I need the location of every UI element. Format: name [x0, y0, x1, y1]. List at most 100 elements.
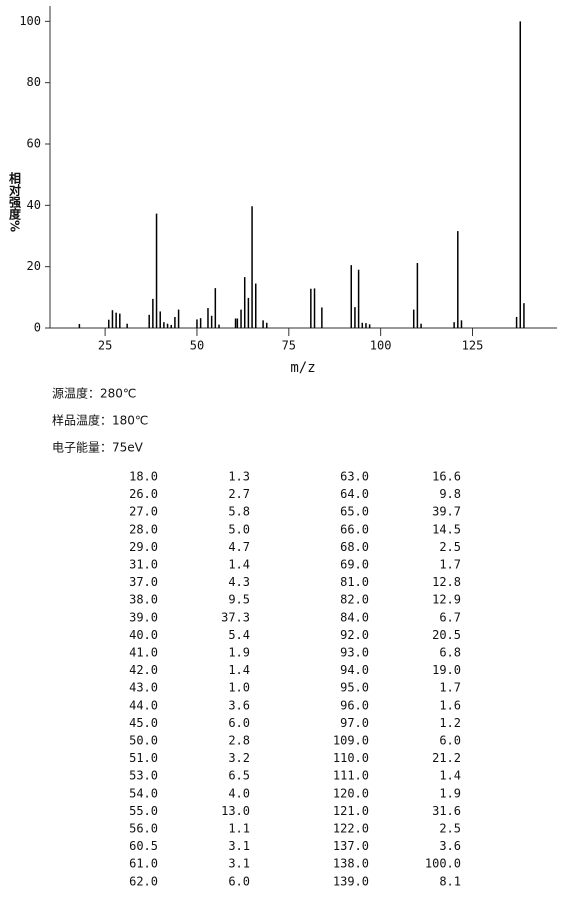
table-cell: 1.2 [439, 716, 461, 730]
table-cell: 1.3 [228, 470, 250, 484]
table-cell: 4.3 [228, 575, 250, 589]
table-cell: 44.0 [129, 698, 158, 712]
table-cell: 1.9 [439, 786, 461, 800]
table-cell: 6.0 [228, 874, 250, 888]
table-cell: 12.8 [432, 575, 461, 589]
table-cell: 26.0 [129, 487, 158, 501]
table-cell: 92.0 [340, 628, 369, 642]
table-cell: 16.6 [432, 470, 461, 484]
table-cell: 69.0 [340, 558, 369, 572]
table-cell: 1.7 [439, 681, 461, 695]
table-cell: 63.0 [340, 470, 369, 484]
table-cell: 13.0 [221, 804, 250, 818]
table-cell: 56.0 [129, 822, 158, 836]
table-cell: 94.0 [340, 663, 369, 677]
table-cell: 137.0 [333, 839, 369, 853]
table-cell: 45.0 [129, 716, 158, 730]
table-cell: 97.0 [340, 716, 369, 730]
table-cell: 3.2 [228, 751, 250, 765]
condition: 样品温度：180℃ [52, 413, 148, 428]
x-tick-label: 75 [282, 339, 296, 353]
table-cell: 96.0 [340, 698, 369, 712]
table-cell: 93.0 [340, 646, 369, 660]
table-cell: 53.0 [129, 769, 158, 783]
table-cell: 2.7 [228, 487, 250, 501]
table-cell: 2.5 [439, 822, 461, 836]
y-axis-label: 相对强度% [8, 171, 22, 232]
table-cell: 3.6 [228, 698, 250, 712]
y-tick-label: 100 [19, 14, 41, 28]
y-tick-label: 40 [27, 198, 41, 212]
table-cell: 51.0 [129, 751, 158, 765]
table-cell: 64.0 [340, 487, 369, 501]
table-cell: 19.0 [432, 663, 461, 677]
table-cell: 3.6 [439, 839, 461, 853]
table-cell: 1.9 [228, 646, 250, 660]
table-cell: 40.0 [129, 628, 158, 642]
table-cell: 55.0 [129, 804, 158, 818]
table-cell: 138.0 [333, 857, 369, 871]
table-cell: 28.0 [129, 522, 158, 536]
table-cell: 29.0 [129, 540, 158, 554]
table-cell: 1.4 [439, 769, 461, 783]
x-tick-label: 100 [370, 339, 392, 353]
table-cell: 81.0 [340, 575, 369, 589]
x-tick-label: 25 [98, 339, 112, 353]
table-cell: 43.0 [129, 681, 158, 695]
table-cell: 54.0 [129, 786, 158, 800]
y-tick-label: 0 [34, 321, 41, 335]
table-cell: 122.0 [333, 822, 369, 836]
table-cell: 3.1 [228, 839, 250, 853]
table-cell: 27.0 [129, 505, 158, 519]
table-cell: 6.7 [439, 610, 461, 624]
table-cell: 3.1 [228, 857, 250, 871]
table-cell: 121.0 [333, 804, 369, 818]
table-cell: 38.0 [129, 593, 158, 607]
x-axis-label: m/z [290, 360, 315, 376]
table-cell: 1.4 [228, 663, 250, 677]
table-cell: 20.5 [432, 628, 461, 642]
table-cell: 1.0 [228, 681, 250, 695]
table-cell: 111.0 [333, 769, 369, 783]
table-cell: 66.0 [340, 522, 369, 536]
condition: 源温度：280℃ [52, 386, 136, 401]
table-cell: 31.6 [432, 804, 461, 818]
table-cell: 4.0 [228, 786, 250, 800]
table-cell: 82.0 [340, 593, 369, 607]
table-cell: 62.0 [129, 874, 158, 888]
y-tick-label: 20 [27, 259, 41, 273]
table-cell: 12.9 [432, 593, 461, 607]
condition: 电子能量：75eV [52, 441, 144, 455]
table-cell: 1.1 [228, 822, 250, 836]
table-cell: 6.8 [439, 646, 461, 660]
table-cell: 9.8 [439, 487, 461, 501]
table-cell: 50.0 [129, 734, 158, 748]
table-cell: 1.7 [439, 558, 461, 572]
table-cell: 5.8 [228, 505, 250, 519]
table-cell: 37.3 [221, 610, 250, 624]
table-cell: 39.0 [129, 610, 158, 624]
table-cell: 21.2 [432, 751, 461, 765]
table-cell: 95.0 [340, 681, 369, 695]
table-cell: 5.4 [228, 628, 250, 642]
y-tick-label: 60 [27, 137, 41, 151]
table-cell: 18.0 [129, 470, 158, 484]
table-cell: 110.0 [333, 751, 369, 765]
table-cell: 100.0 [425, 857, 461, 871]
table-cell: 120.0 [333, 786, 369, 800]
table-cell: 41.0 [129, 646, 158, 660]
table-cell: 39.7 [432, 505, 461, 519]
table-cell: 1.6 [439, 698, 461, 712]
table-cell: 61.0 [129, 857, 158, 871]
table-cell: 1.4 [228, 558, 250, 572]
table-cell: 65.0 [340, 505, 369, 519]
table-cell: 2.5 [439, 540, 461, 554]
table-cell: 8.1 [439, 874, 461, 888]
y-tick-label: 80 [27, 75, 41, 89]
table-cell: 68.0 [340, 540, 369, 554]
table-cell: 2.8 [228, 734, 250, 748]
x-tick-label: 50 [190, 339, 204, 353]
table-cell: 6.0 [228, 716, 250, 730]
table-cell: 31.0 [129, 558, 158, 572]
table-cell: 84.0 [340, 610, 369, 624]
